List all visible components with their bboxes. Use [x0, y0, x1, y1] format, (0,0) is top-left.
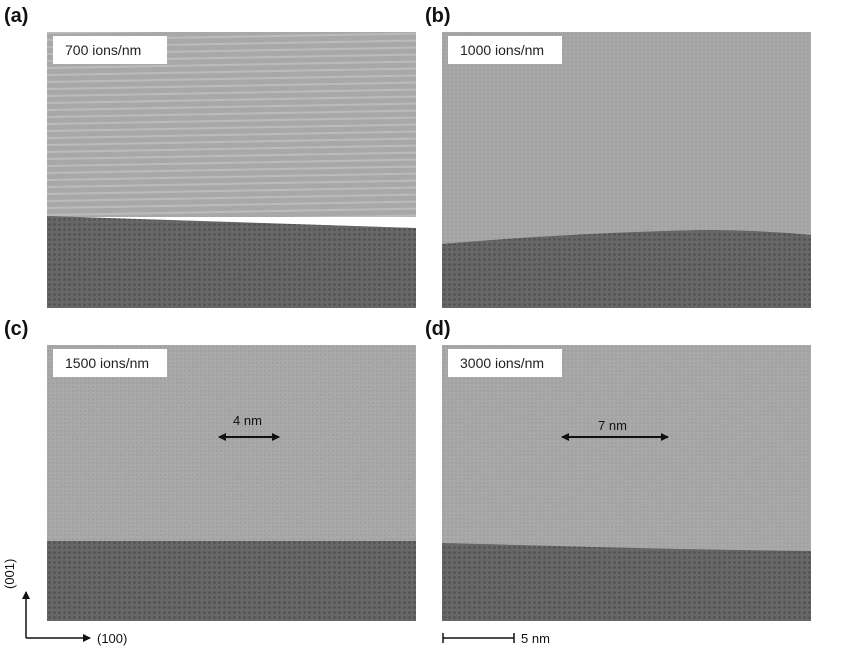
panel-d-image [442, 345, 811, 621]
panel-c-micrograph: 1500 ions/nm [47, 345, 416, 621]
panel-a-letter: (a) [4, 5, 29, 27]
panel-c-dose-label: 1500 ions/nm [53, 349, 167, 377]
axis-001-label: (001) [2, 558, 17, 589]
panel-a-dose-label: 700 ions/nm [53, 36, 167, 64]
panel-a-image [47, 32, 416, 308]
panel-c-image [47, 345, 416, 621]
panel-a-micrograph: 700 ions/nm [47, 32, 416, 308]
panel-b-letter: (b) [425, 5, 451, 27]
panel-d-dose-label: 3000 ions/nm [448, 349, 562, 377]
panel-b-dose-label: 1000 ions/nm [448, 36, 562, 64]
axis-100-label: (100) [97, 631, 128, 646]
panel-c-measurement-label: 4 nm [233, 413, 262, 428]
panel-d-letter: (d) [425, 318, 451, 340]
panel-b-micrograph: 1000 ions/nm [442, 32, 811, 308]
scale-bar-label: 5 nm [521, 631, 550, 646]
panel-b-image [442, 32, 811, 308]
panel-d-measurement-label: 7 nm [598, 418, 627, 433]
panel-d-micrograph: 3000 ions/nm [442, 345, 811, 621]
panel-c-letter: (c) [4, 318, 29, 340]
